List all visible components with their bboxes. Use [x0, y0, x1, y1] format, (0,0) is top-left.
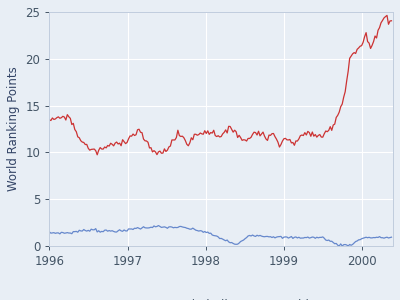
Legend: Peter Mitchell, World #1: Peter Mitchell, World #1: [107, 294, 335, 300]
Peter Mitchell: [47, 230, 52, 234]
World #1: [365, 40, 370, 44]
World #1: [319, 135, 324, 139]
World #1: [326, 128, 331, 132]
Y-axis label: World Ranking Points: World Ranking Points: [7, 67, 20, 191]
World #1: [165, 148, 170, 152]
Line: World #1: World #1: [50, 15, 392, 155]
Peter Mitchell: [319, 236, 324, 239]
Peter Mitchell: [308, 236, 313, 239]
Peter Mitchell: [156, 224, 161, 227]
Line: Peter Mitchell: Peter Mitchell: [50, 226, 392, 246]
Peter Mitchell: [165, 226, 170, 230]
Peter Mitchell: [389, 236, 394, 239]
Peter Mitchell: [326, 238, 331, 242]
Peter Mitchell: [337, 244, 342, 248]
Peter Mitchell: [367, 236, 372, 239]
World #1: [47, 118, 52, 122]
World #1: [95, 153, 100, 157]
World #1: [385, 14, 390, 17]
World #1: [389, 19, 394, 22]
Peter Mitchell: [110, 229, 114, 232]
World #1: [308, 134, 313, 138]
World #1: [111, 144, 116, 148]
